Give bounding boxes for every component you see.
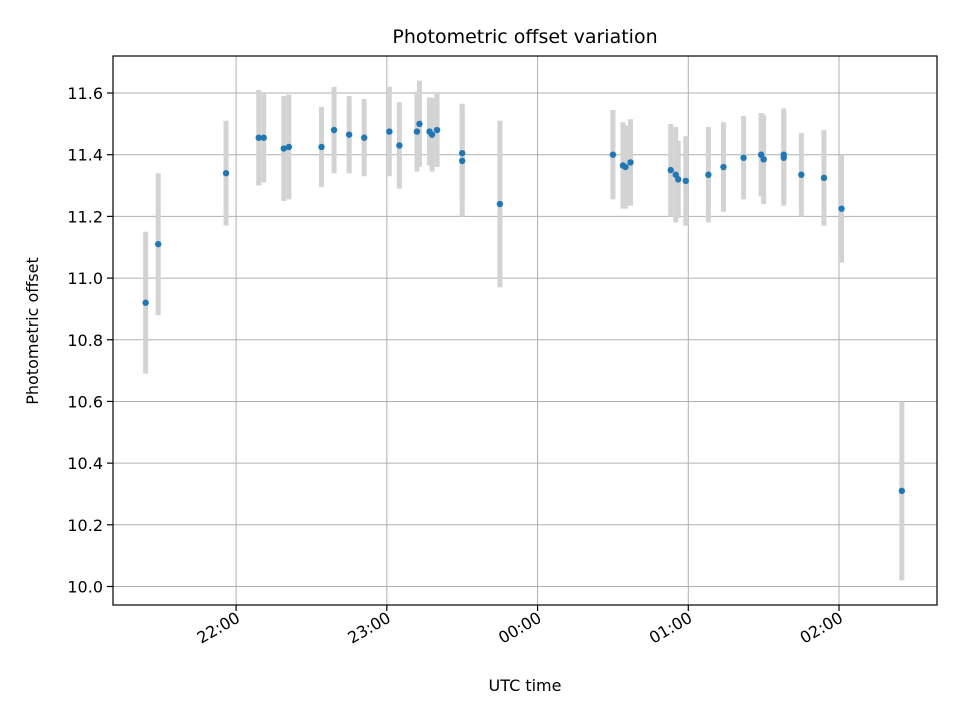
plot-frame xyxy=(112,55,938,606)
y-tick-label: 11.0 xyxy=(67,269,103,288)
y-tick-label: 10.2 xyxy=(67,516,103,535)
data-point xyxy=(285,143,293,151)
data-point xyxy=(416,120,423,128)
x-tick-label: 23:00 xyxy=(344,608,393,648)
data-point xyxy=(386,128,393,135)
data-point xyxy=(255,134,262,141)
chart-title: Photometric offset variation xyxy=(392,26,657,48)
data-point xyxy=(413,128,421,135)
data-point xyxy=(280,145,288,152)
data-point xyxy=(396,142,403,149)
y-tick-label: 10.0 xyxy=(67,577,103,596)
data-point xyxy=(345,131,353,138)
data-points xyxy=(142,120,906,495)
data-point xyxy=(496,200,504,208)
data-point xyxy=(458,157,466,165)
data-point xyxy=(458,149,466,157)
error-bars xyxy=(143,80,905,581)
y-tick-label: 11.2 xyxy=(67,207,103,226)
y-tick-label: 11.6 xyxy=(67,84,103,103)
y-axis-label: Photometric offset xyxy=(23,257,42,405)
data-point xyxy=(705,171,712,178)
data-point xyxy=(675,176,682,183)
data-point xyxy=(838,205,845,212)
data-point xyxy=(740,154,747,161)
data-point xyxy=(798,171,805,178)
data-point xyxy=(433,126,441,134)
data-point xyxy=(318,143,325,151)
x-tick-label: 00:00 xyxy=(495,608,544,648)
x-tick-label: 22:00 xyxy=(194,608,243,648)
data-point xyxy=(780,154,787,161)
y-tick-label: 11.4 xyxy=(67,146,103,165)
axis-ticks: 10.0 10.2 10.4 10.6 10.8 11.0 11.2 11.4 11.6 22:0… xyxy=(67,84,846,648)
y-tick-label: 10.6 xyxy=(67,392,103,411)
x-axis-label: UTC time xyxy=(489,676,562,695)
data-point xyxy=(260,134,267,141)
data-point xyxy=(820,174,828,182)
data-point xyxy=(361,134,368,141)
data-point xyxy=(667,166,674,174)
data-point xyxy=(682,177,689,185)
data-point xyxy=(627,159,634,166)
data-point xyxy=(720,163,727,171)
x-tick-label: 01:00 xyxy=(646,608,695,648)
data-point xyxy=(330,126,338,134)
y-tick-label: 10.8 xyxy=(67,331,103,350)
data-point xyxy=(155,240,162,248)
x-tick-label: 02:00 xyxy=(797,608,846,648)
data-point xyxy=(222,170,230,177)
data-point xyxy=(428,131,436,138)
data-point xyxy=(142,299,149,306)
data-point xyxy=(898,487,906,495)
y-tick-label: 10.4 xyxy=(67,454,103,473)
data-point xyxy=(760,156,767,163)
grid xyxy=(113,56,937,605)
data-point xyxy=(622,163,629,171)
data-point xyxy=(609,151,617,158)
